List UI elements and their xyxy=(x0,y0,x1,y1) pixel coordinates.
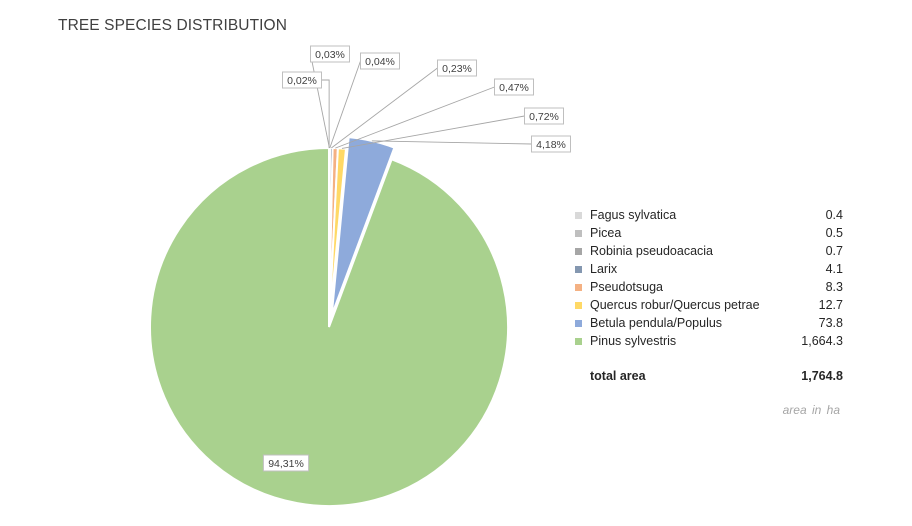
legend-item-robinia-pseudoacacia: Robinia pseudoacacia 0.7 xyxy=(575,242,843,260)
svg-text:0,47%: 0,47% xyxy=(499,82,529,94)
legend-swatch xyxy=(575,319,582,327)
legend-label: Quercus robur/Quercus petrae xyxy=(590,298,760,312)
legend-item-pinus-sylvestris: Pinus sylvestris 1,664.3 xyxy=(575,332,843,350)
chart-title: TREE SPECIES DISTRIBUTION xyxy=(58,17,288,34)
legend-label: Betula pendula/Populus xyxy=(590,316,723,330)
legend: Fagus sylvatica 0.4 Picea 0.5 Robinia pseudo… xyxy=(575,206,843,383)
data-label-larix: 0,23% xyxy=(437,59,477,77)
legend-label: Pseudotsuga xyxy=(590,280,663,294)
data-label-picea: 0,03% xyxy=(310,45,350,63)
leader-line-pseudotsuga xyxy=(335,86,495,149)
data-label-robinia-pseudoacacia: 0,04% xyxy=(360,52,400,70)
total-value: 1,764.8 xyxy=(801,369,843,383)
leader-line-betula-pendula-populus xyxy=(371,140,532,145)
legend-item-picea: Picea 0.5 xyxy=(575,224,843,242)
data-label-pinus-sylvestris: 94,31% xyxy=(262,454,310,472)
leader-line-fagus-sylvatica xyxy=(321,79,330,149)
legend-value: 0.5 xyxy=(825,226,843,240)
legend-value: 12.7 xyxy=(818,298,843,312)
legend-swatch xyxy=(575,211,582,219)
leader-line-picea xyxy=(310,53,330,149)
legend-label: Picea xyxy=(590,226,622,240)
legend-value: 0.7 xyxy=(825,244,843,258)
svg-text:94,31%: 94,31% xyxy=(268,458,304,470)
svg-text:0,04%: 0,04% xyxy=(365,56,395,68)
legend-item-betula-pendula-populus: Betula pendula/Populus 73.8 xyxy=(575,314,843,332)
leader-line-robinia-pseudoacacia xyxy=(329,60,361,149)
legend-value: 4.1 xyxy=(825,262,843,276)
pie-slice-pinus-sylvestris xyxy=(149,146,509,507)
svg-text:0,23%: 0,23% xyxy=(442,63,472,75)
legend-item-fagus-sylvatica: Fagus sylvatica 0.4 xyxy=(575,206,843,224)
legend-value: 0.4 xyxy=(825,208,843,222)
svg-text:4,18%: 4,18% xyxy=(536,139,566,151)
data-label-pseudotsuga: 0,47% xyxy=(494,78,534,96)
legend-swatch xyxy=(575,229,582,237)
legend-item-quercus-robur-quercus-petrae: Quercus robur/Quercus petrae 12.7 xyxy=(575,296,843,314)
legend-item-larix: Larix 4.1 xyxy=(575,260,843,278)
unit-note: area in ha xyxy=(782,403,840,417)
legend-value: 8.3 xyxy=(825,280,843,294)
legend-swatch xyxy=(575,283,582,291)
legend-value: 73.8 xyxy=(818,316,843,330)
legend-item-pseudotsuga: Pseudotsuga 8.3 xyxy=(575,278,843,296)
legend-swatch xyxy=(575,301,582,309)
total-row: total area 1,764.8 xyxy=(575,369,843,383)
legend-label: Larix xyxy=(590,262,618,276)
pie-slice-quercus-robur-quercus-petrae xyxy=(328,147,348,328)
leader-line-quercus-robur-quercus-petrae xyxy=(341,115,525,149)
legend-value: 1,664.3 xyxy=(801,334,843,348)
leader-line-larix xyxy=(331,67,438,149)
total-label: total area xyxy=(590,369,646,383)
svg-text:0,03%: 0,03% xyxy=(315,49,345,61)
legend-label: Pinus sylvestris xyxy=(590,334,677,348)
legend-swatch xyxy=(575,265,582,273)
data-label-betula-pendula-populus: 4,18% xyxy=(531,135,571,153)
data-label-fagus-sylvatica: 0,02% xyxy=(282,71,322,89)
legend-label: Robinia pseudoacacia xyxy=(590,244,714,258)
svg-text:0,02%: 0,02% xyxy=(287,75,317,87)
legend-swatch xyxy=(575,337,582,345)
data-label-quercus-robur-quercus-petrae: 0,72% xyxy=(524,107,564,125)
legend-label: Fagus sylvatica xyxy=(590,208,677,222)
pie-slice-betula-pendula-populus xyxy=(330,136,396,316)
legend-swatch xyxy=(575,247,582,255)
svg-text:0,72%: 0,72% xyxy=(529,111,559,123)
